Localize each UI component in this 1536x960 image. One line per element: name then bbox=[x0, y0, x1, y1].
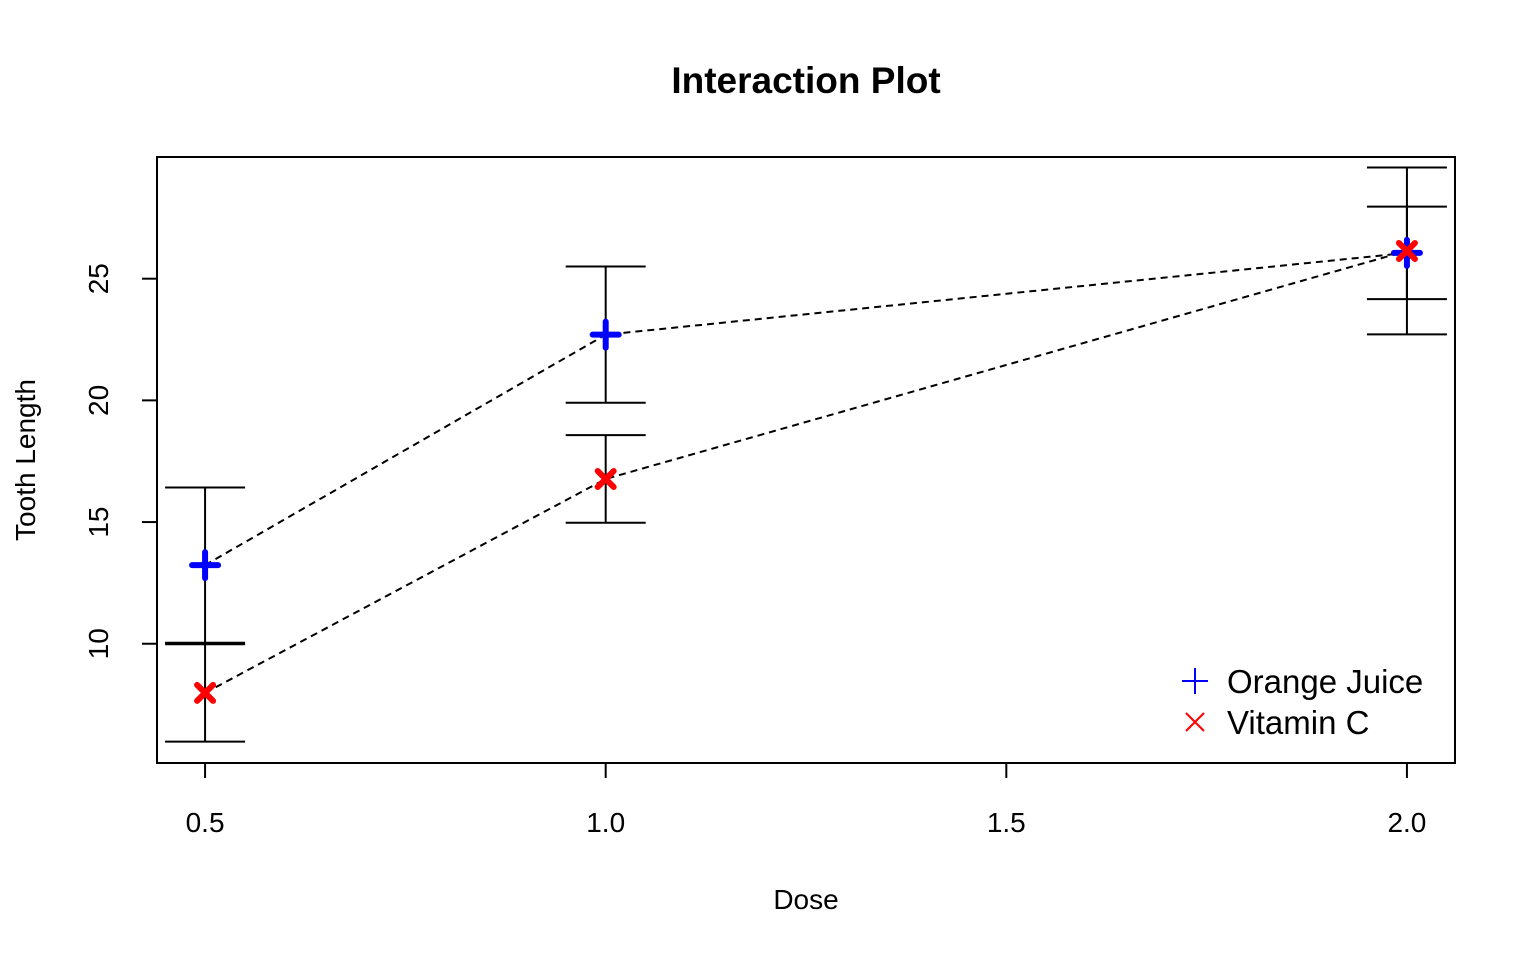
y-tick-label: 10 bbox=[83, 628, 114, 659]
legend-label-orange-juice: Orange Juice bbox=[1227, 663, 1423, 700]
y-tick-label: 15 bbox=[83, 506, 114, 537]
x-tick-label: 2.0 bbox=[1387, 807, 1426, 838]
legend-symbol-orange-juice bbox=[1182, 668, 1208, 694]
series-lines bbox=[204, 249, 1408, 694]
x-axis-label: Dose bbox=[773, 884, 838, 915]
point-vitamin-c bbox=[194, 681, 217, 704]
x-tick-label: 0.5 bbox=[186, 807, 225, 838]
series-line-vitamin-c bbox=[204, 249, 1408, 694]
point-mark bbox=[1395, 239, 1418, 262]
error-bars bbox=[165, 166, 1447, 743]
legend-symbol-vitamin-c bbox=[1185, 712, 1205, 732]
point-mark bbox=[594, 467, 617, 490]
chart-title: Interaction Plot bbox=[671, 60, 940, 101]
y-axis-label: Tooth Length bbox=[10, 379, 41, 541]
point-orange-juice bbox=[189, 549, 222, 582]
legend-label-vitamin-c: Vitamin C bbox=[1227, 704, 1369, 741]
point-vitamin-c bbox=[594, 467, 617, 490]
x-axis: 0.5 1.0 1.5 2.0 bbox=[186, 762, 1426, 838]
point-vitamin-c bbox=[1395, 239, 1418, 262]
legend: Orange Juice Vitamin C bbox=[1182, 663, 1423, 741]
series-points bbox=[189, 236, 1423, 704]
y-axis: 10 15 20 25 bbox=[83, 263, 158, 659]
y-tick-label: 20 bbox=[83, 385, 114, 416]
x-tick-label: 1.0 bbox=[586, 807, 625, 838]
y-tick-label: 25 bbox=[83, 263, 114, 294]
series-line-orange-juice bbox=[204, 251, 1408, 567]
point-orange-juice bbox=[589, 318, 622, 351]
x-tick-label: 1.5 bbox=[987, 807, 1026, 838]
point-mark bbox=[194, 681, 217, 704]
